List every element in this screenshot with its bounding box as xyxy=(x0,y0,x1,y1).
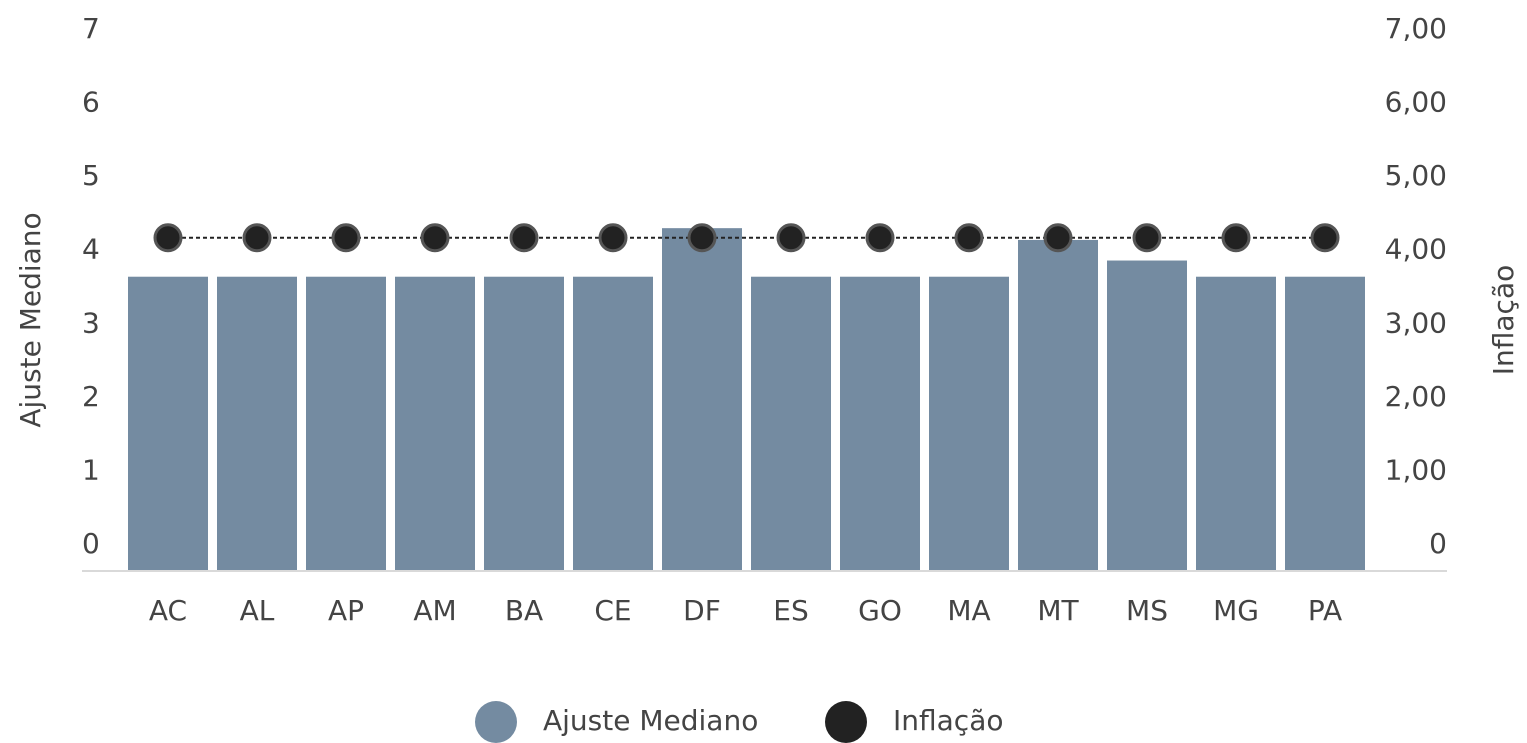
bar xyxy=(751,276,831,571)
y2-tick-label: 1,00 xyxy=(1385,453,1447,486)
x-tick-label: AP xyxy=(328,594,364,627)
bar xyxy=(573,276,653,571)
line-marker xyxy=(420,223,450,253)
line-marker xyxy=(242,223,272,253)
y-tick-label: 0 xyxy=(82,527,100,560)
line-marker xyxy=(1132,223,1162,253)
bar xyxy=(662,228,742,571)
bar xyxy=(395,276,475,571)
bar xyxy=(1107,260,1187,571)
line-marker xyxy=(954,223,984,253)
legend-swatch xyxy=(475,701,517,743)
y2-tick-label: 7,00 xyxy=(1385,12,1447,45)
x-tick-label: CE xyxy=(594,594,631,627)
y2-tick-label: 2,00 xyxy=(1385,380,1447,413)
x-tick-label: GO xyxy=(858,594,902,627)
line-marker xyxy=(1310,223,1340,253)
y-tick-label: 5 xyxy=(82,159,100,192)
y-tick-label: 6 xyxy=(82,86,100,119)
x-tick-label: AM xyxy=(413,594,456,627)
x-tick-label: BA xyxy=(505,594,543,627)
x-tick-label: AL xyxy=(240,594,275,627)
x-tick-label: DF xyxy=(683,594,721,627)
x-tick-label: MS xyxy=(1126,594,1168,627)
x-tick-label: ES xyxy=(773,594,808,627)
bar xyxy=(840,276,920,571)
line-marker xyxy=(776,223,806,253)
line-marker xyxy=(153,223,183,253)
line-marker xyxy=(331,223,361,253)
y2-axis-title: Inflação xyxy=(1487,265,1520,375)
bar xyxy=(217,276,297,571)
x-tick-label: AC xyxy=(149,594,187,627)
x-tick-label: PA xyxy=(1308,594,1342,627)
y-tick-label: 4 xyxy=(82,233,100,266)
bar xyxy=(484,276,564,571)
legend-label: Inflação xyxy=(893,704,1003,737)
bar xyxy=(1285,276,1365,571)
y2-tick-label: 6,00 xyxy=(1385,86,1447,119)
y2-tick-label: 0 xyxy=(1429,527,1447,560)
y2-tick-label: 4,00 xyxy=(1385,233,1447,266)
line-marker xyxy=(1221,223,1251,253)
bar xyxy=(128,276,208,571)
y-axis-title: Ajuste Mediano xyxy=(14,212,47,427)
legend-label: Ajuste Mediano xyxy=(543,704,758,737)
y-tick-label: 7 xyxy=(82,12,100,45)
bar xyxy=(306,276,386,571)
line-marker xyxy=(687,223,717,253)
line-marker xyxy=(865,223,895,253)
line-marker xyxy=(598,223,628,253)
bar xyxy=(1196,276,1276,571)
y2-tick-label: 5,00 xyxy=(1385,159,1447,192)
y-tick-label: 2 xyxy=(82,380,100,413)
y2-tick-label: 3,00 xyxy=(1385,306,1447,339)
x-tick-label: MT xyxy=(1037,594,1079,627)
x-tick-label: MG xyxy=(1213,594,1259,627)
line-marker xyxy=(509,223,539,253)
bar xyxy=(929,276,1009,571)
line-marker xyxy=(1043,223,1073,253)
y-tick-label: 3 xyxy=(82,306,100,339)
y-tick-label: 1 xyxy=(82,453,100,486)
bar xyxy=(1018,239,1098,571)
legend-swatch xyxy=(825,701,867,743)
x-tick-label: MA xyxy=(947,594,990,627)
